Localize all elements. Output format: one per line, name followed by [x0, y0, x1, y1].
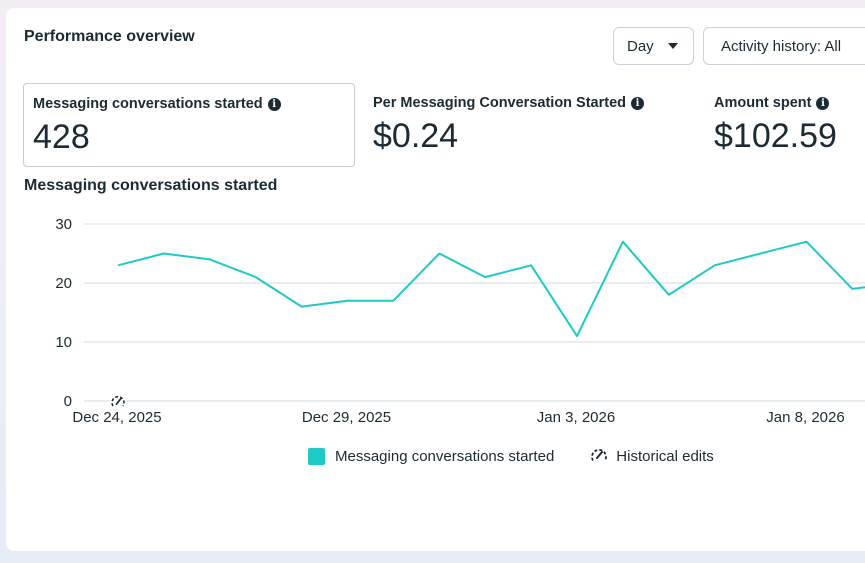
data-point[interactable] — [571, 330, 583, 342]
period-dropdown[interactable]: Day — [613, 27, 694, 65]
series-line — [117, 240, 865, 338]
data-point[interactable] — [158, 248, 170, 260]
metric-card-cost-per-conversation[interactable]: Per Messaging Conversation Started i $0.… — [364, 83, 694, 167]
data-point[interactable] — [342, 295, 354, 307]
y-tick-label: 0 — [64, 393, 72, 410]
metric-value: 428 — [33, 118, 90, 156]
data-point[interactable] — [479, 271, 491, 283]
data-point[interactable] — [387, 295, 399, 307]
data-point[interactable] — [617, 236, 629, 248]
historical-edit-icon — [590, 447, 608, 465]
info-icon[interactable]: i — [267, 97, 281, 111]
x-tick-label: Dec 29, 2025 — [302, 409, 391, 426]
metric-card-amount-spent[interactable]: Amount spent i $102.59 — [704, 83, 865, 167]
y-tick-label: 20 — [55, 275, 72, 292]
info-icon[interactable]: i — [631, 96, 645, 110]
data-point[interactable] — [801, 236, 813, 248]
metric-card-conversations[interactable]: Messaging conversations started i 428 — [23, 83, 355, 167]
y-tick-label: 10 — [55, 334, 72, 351]
legend-edits-label: Historical edits — [616, 447, 714, 465]
metric-label: Messaging conversations started — [33, 96, 263, 112]
data-point[interactable] — [846, 283, 858, 295]
metric-label: Amount spent — [714, 95, 812, 111]
x-tick-label: Jan 8, 2026 — [766, 409, 844, 426]
y-tick-label: 30 — [55, 216, 72, 233]
performance-card — [6, 8, 865, 551]
metric-value: $102.59 — [714, 117, 837, 155]
data-point[interactable] — [250, 271, 262, 283]
data-point[interactable] — [112, 259, 124, 271]
line-chart: 0 10 20 30 Dec 24, 2025 Dec 29, 2025 Jan 3, 20… — [55, 216, 865, 426]
metric-label: Per Messaging Conversation Started — [373, 95, 627, 111]
chart-legend: Messaging conversations started Historic… — [308, 447, 714, 465]
activity-history-button[interactable]: Activity history: All — [703, 27, 865, 65]
data-point[interactable] — [755, 248, 767, 260]
metric-value: $0.24 — [373, 117, 459, 155]
legend-series-label: Messaging conversations started — [335, 447, 555, 465]
period-dropdown-label: Day — [627, 37, 654, 55]
page-title: Performance overview — [24, 28, 195, 45]
data-point[interactable] — [709, 259, 721, 271]
info-icon[interactable]: i — [816, 96, 830, 110]
caret-down-icon — [667, 43, 678, 49]
data-point[interactable] — [204, 253, 216, 265]
data-point[interactable] — [525, 259, 537, 271]
data-point[interactable] — [296, 301, 308, 313]
data-point[interactable] — [663, 289, 675, 301]
legend-swatch — [308, 447, 325, 465]
x-tick-label: Jan 3, 2026 — [537, 409, 615, 426]
historical-edit-marker[interactable] — [110, 394, 126, 410]
activity-history-label: Activity history: All — [721, 37, 842, 55]
x-tick-label: Dec 24, 2025 — [72, 409, 161, 426]
data-point[interactable] — [433, 248, 445, 260]
chart-title: Messaging conversations started — [24, 177, 278, 194]
